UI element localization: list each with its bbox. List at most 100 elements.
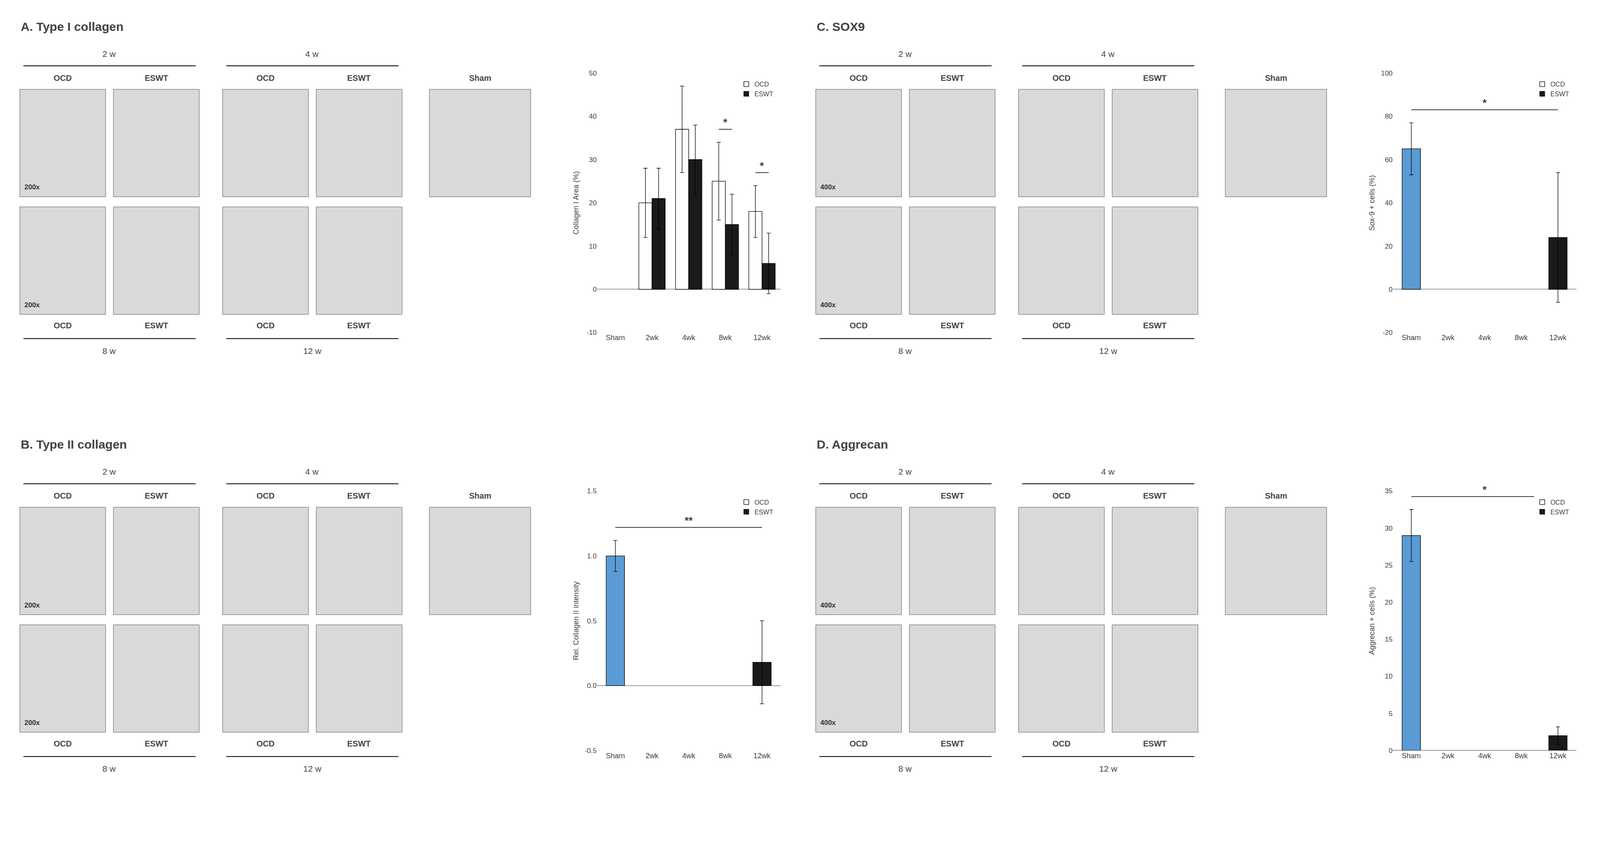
svg-text:Collagen I Area (%): Collagen I Area (%) xyxy=(571,171,581,235)
svg-text:OCD: OCD xyxy=(1550,499,1566,507)
svg-text:200x: 200x xyxy=(24,601,40,610)
svg-text:100: 100 xyxy=(1380,69,1393,78)
svg-text:*: * xyxy=(1482,483,1487,496)
svg-text:2 w: 2 w xyxy=(898,467,913,477)
svg-text:12 w: 12 w xyxy=(303,764,322,774)
svg-text:Sham: Sham xyxy=(605,752,625,761)
svg-text:-0.5: -0.5 xyxy=(584,747,597,755)
svg-text:8wk: 8wk xyxy=(718,333,733,342)
svg-text:0: 0 xyxy=(592,285,597,294)
svg-text:12wk: 12wk xyxy=(753,752,772,761)
svg-text:ESWT: ESWT xyxy=(940,739,965,749)
svg-text:5: 5 xyxy=(1388,710,1393,718)
svg-text:12wk: 12wk xyxy=(1549,333,1568,342)
svg-text:35: 35 xyxy=(1384,487,1393,496)
svg-text:OCD: OCD xyxy=(1052,491,1071,501)
svg-text:0.0: 0.0 xyxy=(586,682,597,690)
svg-text:C. SOX9: C. SOX9 xyxy=(816,19,865,34)
svg-text:B. Type II collagen: B. Type II collagen xyxy=(20,437,127,452)
svg-text:*: * xyxy=(759,159,765,172)
svg-text:Sham: Sham xyxy=(1401,752,1421,761)
svg-text:8wk: 8wk xyxy=(1514,333,1529,342)
svg-text:ESWT: ESWT xyxy=(1550,90,1570,98)
svg-text:12 w: 12 w xyxy=(1099,346,1118,356)
svg-text:ESWT: ESWT xyxy=(940,491,965,501)
svg-text:Sham: Sham xyxy=(1265,491,1287,501)
svg-text:4 w: 4 w xyxy=(305,49,320,59)
svg-text:8 w: 8 w xyxy=(102,346,117,356)
svg-text:ESWT: ESWT xyxy=(1143,739,1167,749)
svg-text:-10: -10 xyxy=(586,328,597,337)
svg-text:25: 25 xyxy=(1384,561,1393,570)
svg-text:OCD: OCD xyxy=(1550,80,1566,88)
svg-text:40: 40 xyxy=(589,112,597,121)
svg-text:ESWT: ESWT xyxy=(1143,73,1167,83)
svg-text:2 w: 2 w xyxy=(102,467,117,477)
svg-text:ESWT: ESWT xyxy=(347,321,371,331)
svg-text:12wk: 12wk xyxy=(753,333,772,342)
svg-text:ESWT: ESWT xyxy=(144,739,169,749)
svg-text:400x: 400x xyxy=(820,301,836,309)
svg-text:20: 20 xyxy=(589,199,597,207)
svg-text:-20: -20 xyxy=(1382,328,1393,337)
svg-text:12 w: 12 w xyxy=(1099,764,1118,774)
svg-text:0.5: 0.5 xyxy=(586,617,597,626)
svg-text:20: 20 xyxy=(1384,598,1393,607)
svg-text:4wk: 4wk xyxy=(682,752,696,761)
svg-text:2wk: 2wk xyxy=(1441,333,1455,342)
svg-text:D. Aggrecan: D. Aggrecan xyxy=(816,437,889,452)
svg-text:OCD: OCD xyxy=(849,491,868,501)
svg-text:OCD: OCD xyxy=(1052,73,1071,83)
svg-text:1.0: 1.0 xyxy=(586,552,597,561)
svg-text:OCD: OCD xyxy=(53,321,72,331)
svg-text:1.5: 1.5 xyxy=(586,487,597,496)
svg-text:OCD: OCD xyxy=(53,73,72,83)
svg-text:4wk: 4wk xyxy=(1478,752,1492,761)
svg-text:4wk: 4wk xyxy=(1478,333,1492,342)
svg-text:OCD: OCD xyxy=(53,491,72,501)
svg-text:OCD: OCD xyxy=(1052,739,1071,749)
svg-text:30: 30 xyxy=(589,156,597,164)
svg-text:20: 20 xyxy=(1384,242,1393,251)
svg-text:Aggrecan + cells (%): Aggrecan + cells (%) xyxy=(1367,586,1377,655)
svg-text:*: * xyxy=(723,116,728,129)
svg-text:400x: 400x xyxy=(820,719,836,727)
svg-text:4 w: 4 w xyxy=(1101,49,1116,59)
svg-text:ESWT: ESWT xyxy=(1143,491,1167,501)
svg-text:8wk: 8wk xyxy=(718,752,733,761)
svg-text:Rel. Collagen II intensity: Rel. Collagen II intensity xyxy=(571,581,581,661)
svg-text:200x: 200x xyxy=(24,719,40,727)
svg-text:8 w: 8 w xyxy=(102,764,117,774)
svg-text:8wk: 8wk xyxy=(1514,752,1529,761)
svg-text:Sham: Sham xyxy=(605,333,625,342)
svg-text:ESWT: ESWT xyxy=(347,491,371,501)
svg-text:*: * xyxy=(1482,96,1487,109)
svg-text:ESWT: ESWT xyxy=(1550,508,1570,516)
svg-text:15: 15 xyxy=(1384,635,1393,644)
svg-text:200x: 200x xyxy=(24,183,40,192)
svg-text:OCD: OCD xyxy=(849,739,868,749)
svg-text:200x: 200x xyxy=(24,301,40,309)
svg-text:400x: 400x xyxy=(820,183,836,192)
svg-text:ESWT: ESWT xyxy=(347,73,371,83)
svg-text:ESWT: ESWT xyxy=(144,321,169,331)
svg-text:400x: 400x xyxy=(820,601,836,610)
svg-text:2 w: 2 w xyxy=(102,49,117,59)
svg-text:2wk: 2wk xyxy=(1441,752,1455,761)
svg-text:OCD: OCD xyxy=(849,321,868,331)
svg-text:30: 30 xyxy=(1384,524,1393,533)
svg-text:0: 0 xyxy=(1388,747,1393,755)
svg-text:OCD: OCD xyxy=(754,499,770,507)
svg-text:4 w: 4 w xyxy=(305,467,320,477)
svg-text:OCD: OCD xyxy=(754,80,770,88)
svg-text:0: 0 xyxy=(1388,285,1393,294)
svg-text:Sham: Sham xyxy=(1265,73,1287,83)
svg-text:OCD: OCD xyxy=(849,73,868,83)
svg-text:OCD: OCD xyxy=(256,739,275,749)
svg-text:A. Type I collagen: A. Type I collagen xyxy=(20,19,124,34)
svg-text:OCD: OCD xyxy=(256,491,275,501)
svg-text:OCD: OCD xyxy=(1052,321,1071,331)
svg-text:40: 40 xyxy=(1384,199,1393,207)
svg-text:10: 10 xyxy=(589,242,597,251)
svg-text:10: 10 xyxy=(1384,672,1393,681)
